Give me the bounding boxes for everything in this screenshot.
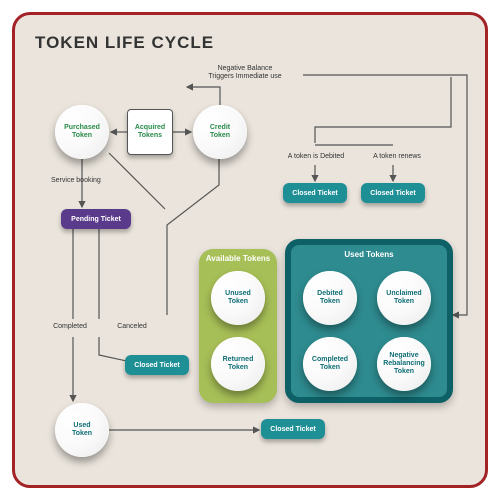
node-acquired-tokens: AcquiredTokens bbox=[127, 109, 173, 155]
diagram-panel: TOKEN LIFE CYCLE bbox=[12, 12, 488, 488]
node-unused-token: UnusedToken bbox=[211, 271, 265, 325]
node-purchased-token: PurchasedToken bbox=[55, 105, 109, 159]
region-label: Available Tokens bbox=[199, 254, 277, 263]
node-completed-token: CompletedToken bbox=[303, 337, 357, 391]
node-credit-token: CreditToken bbox=[193, 105, 247, 159]
node-closed-ticket-2: Closed Ticket bbox=[283, 183, 347, 203]
region-label: Used Tokens bbox=[291, 250, 447, 259]
node-closed-ticket-3: Closed Ticket bbox=[361, 183, 425, 203]
edge-label-debited: A token is Debited bbox=[277, 153, 355, 161]
edge-label-renews: A token renews bbox=[361, 153, 433, 161]
edge-label-service-booking: Service booking bbox=[51, 177, 121, 185]
node-pending-ticket: Pending Ticket bbox=[61, 209, 131, 229]
node-debited-token: DebitedToken bbox=[303, 271, 357, 325]
node-closed-ticket-1: Closed Ticket bbox=[125, 355, 189, 375]
edge-label-canceled: Canceled bbox=[107, 323, 157, 331]
node-used-token: UsedToken bbox=[55, 403, 109, 457]
node-closed-ticket-4: Closed Ticket bbox=[261, 419, 325, 439]
node-rebalancing-token: NegativeRebalancingToken bbox=[377, 337, 431, 391]
edge-label-negative-balance: Negative BalanceTriggers Immediate use bbox=[185, 65, 305, 80]
node-unclaimed-token: UnclaimedToken bbox=[377, 271, 431, 325]
edge-label-completed: Completed bbox=[45, 323, 95, 331]
node-returned-token: ReturnedToken bbox=[211, 337, 265, 391]
